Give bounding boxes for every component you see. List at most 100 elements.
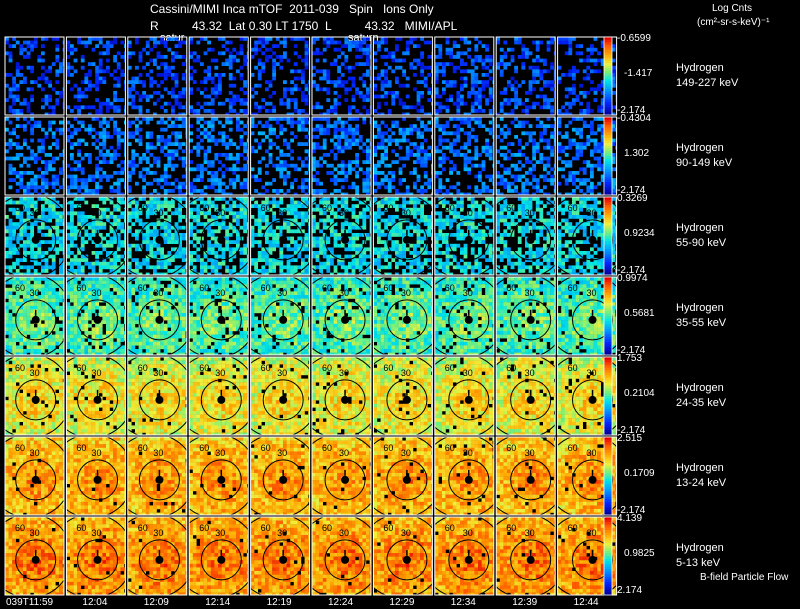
saturn-marker xyxy=(526,395,535,404)
contour-lines xyxy=(312,277,371,355)
colorbar-step xyxy=(604,326,612,330)
contour-label-30: 30 xyxy=(215,288,225,298)
contour-label-60: 60 xyxy=(506,363,516,373)
contour-label-30: 30 xyxy=(339,208,349,218)
contour-30 xyxy=(200,299,242,341)
colorbar-step xyxy=(604,331,612,335)
panel-frame xyxy=(495,196,556,276)
image-panel: 30 60 xyxy=(372,516,433,596)
colorbar-step xyxy=(604,476,612,480)
colorbar-step xyxy=(604,377,612,381)
species-label: Hydrogen xyxy=(676,221,726,236)
energy-band-label: Hydrogen 5-13 keV xyxy=(676,541,724,571)
colorbar-step xyxy=(604,223,612,227)
contour-lines xyxy=(373,437,433,515)
contour-30 xyxy=(510,299,552,341)
saturn-marker xyxy=(279,395,288,404)
colorbar-step xyxy=(604,556,612,560)
pixel-map xyxy=(127,437,187,515)
colorbar-step xyxy=(604,411,612,415)
contour-label-30: 30 xyxy=(277,528,287,538)
contour-label-30: 30 xyxy=(587,448,597,458)
contour-lines xyxy=(66,277,126,355)
contour-label-30: 30 xyxy=(525,288,535,298)
colorbar-step xyxy=(604,530,612,534)
saturn-marker xyxy=(155,315,164,324)
saturn-marker xyxy=(31,235,40,244)
contour-label-60: 60 xyxy=(199,443,209,453)
image-panel: 30 60 xyxy=(557,276,618,356)
contour-label-60: 60 xyxy=(383,283,393,293)
saturn-marker xyxy=(464,555,473,564)
panel-frame xyxy=(127,516,188,596)
saturn-marker xyxy=(93,555,102,564)
colorbar-step xyxy=(604,189,612,193)
contour-label-60: 60 xyxy=(76,363,86,373)
contour-lines xyxy=(496,517,556,595)
colorbar-step xyxy=(604,246,612,250)
colorbar-step xyxy=(604,342,612,346)
colorbar-step xyxy=(604,429,612,433)
colorbar xyxy=(603,436,613,516)
panel-frame xyxy=(495,436,556,516)
colorbar-step xyxy=(604,563,612,567)
colorbar-step xyxy=(604,396,612,400)
contour-30 xyxy=(77,219,119,261)
image-panel: 30 60 xyxy=(250,516,311,596)
colorbar-step xyxy=(604,127,612,131)
colorbar-step xyxy=(604,210,612,214)
saturn-marker xyxy=(464,315,473,324)
colorbar-step xyxy=(604,70,612,74)
saturn-marker xyxy=(217,395,226,404)
energy-band-label: Hydrogen 90-149 keV xyxy=(676,141,732,171)
contour-label-60: 60 xyxy=(261,203,271,213)
pixel-map xyxy=(66,197,126,275)
colorbar-step xyxy=(604,535,612,539)
pixel-map xyxy=(127,117,187,195)
contour-30 xyxy=(15,539,57,581)
colorbar-step xyxy=(604,478,612,482)
saturn-marker xyxy=(341,315,350,324)
species-label: Hydrogen xyxy=(676,461,726,476)
contour-label-60: 60 xyxy=(383,203,393,213)
colorbar-step xyxy=(604,512,612,516)
image-panel xyxy=(127,36,188,116)
pixel-map xyxy=(496,357,556,435)
image-panel: 30 60 xyxy=(495,196,556,276)
colorbar-step xyxy=(604,217,612,221)
colorbar-max: -0.6599 xyxy=(617,33,651,44)
colorbar-step xyxy=(604,73,612,77)
contour-label-30: 30 xyxy=(339,528,349,538)
panel-frame xyxy=(311,116,372,196)
image-panel xyxy=(434,116,495,196)
colorbar-step xyxy=(604,427,612,431)
colorbar-step xyxy=(604,364,612,368)
image-panel: 30 60 xyxy=(311,516,372,596)
contour-30 xyxy=(138,299,180,341)
image-panel: 30 60 xyxy=(4,356,65,436)
contour-30 xyxy=(448,379,490,421)
saturn-marker xyxy=(217,475,226,484)
panel-frame xyxy=(311,276,372,356)
image-panel: 30 60 xyxy=(557,356,618,436)
colorbar-max: 2.515 xyxy=(617,433,642,444)
contour-label-60: 60 xyxy=(383,523,393,533)
image-panel: 30 60 xyxy=(557,436,618,516)
panel-frame xyxy=(557,36,618,116)
image-panel xyxy=(4,116,65,196)
contour-label-60: 60 xyxy=(568,443,578,453)
image-panel: 30 60 xyxy=(557,196,618,276)
contour-label-60: 60 xyxy=(138,363,148,373)
time-tick: 12:14 xyxy=(205,597,230,608)
panel-frame xyxy=(188,196,249,276)
colorbar-step xyxy=(604,370,612,374)
panel-frame xyxy=(127,276,188,356)
contour-lines xyxy=(557,197,617,275)
colorbar-step xyxy=(604,414,612,418)
colorbar-step xyxy=(604,156,612,160)
colorbar-step xyxy=(604,230,612,234)
colorbar-step xyxy=(604,416,612,420)
saturn-marker xyxy=(93,235,102,244)
panel-frame xyxy=(65,276,126,356)
colorbar-min: -2.174 xyxy=(617,425,645,436)
